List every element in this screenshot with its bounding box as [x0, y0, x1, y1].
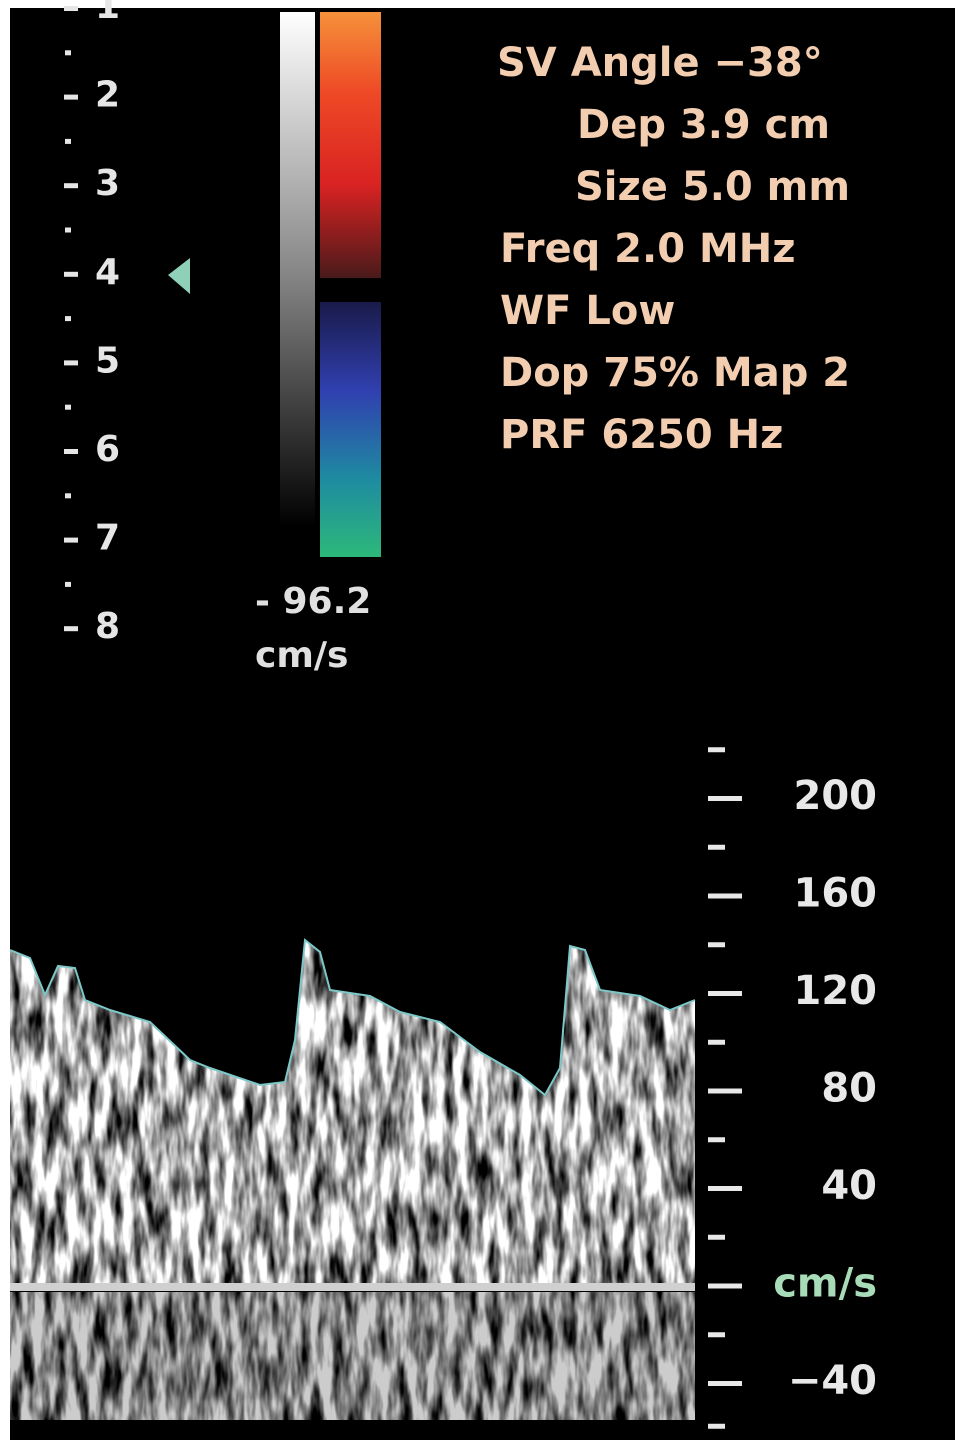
depth-label: 8 — [95, 606, 120, 647]
depth-minor-tick — [65, 50, 71, 56]
parameter-line: WF Low — [500, 288, 675, 334]
velocity-minor-tick — [708, 1332, 725, 1338]
parameter-line: Freq 2.0 MHz — [500, 226, 796, 272]
velocity-tick — [708, 991, 742, 996]
parameters: SV Angle −38° Dep 3.9 cm Size 5.0 mm Freq 2… — [497, 40, 850, 458]
depth-minor-tick — [65, 581, 71, 587]
velocity-minor-tick — [708, 747, 725, 753]
color-bar-negative — [320, 302, 381, 557]
depth-label: 3 — [95, 163, 120, 204]
depth-minor-tick — [65, 227, 71, 233]
envelope-trace — [9, 938, 696, 1097]
depth-label: 4 — [95, 252, 120, 293]
velocity-tick — [708, 1088, 742, 1094]
parameter-line: Dop 75% Map 2 — [500, 350, 850, 396]
velocity-tick — [708, 796, 742, 801]
depth-minor-tick — [65, 493, 71, 499]
velocity-label: −40 — [788, 1358, 877, 1404]
depth-label: 7 — [95, 518, 120, 559]
velocity-minor-tick — [708, 1234, 725, 1240]
velocity-minor-tick — [708, 1137, 725, 1143]
depth-label: 5 — [95, 340, 120, 381]
depth-scale: 1 2 3 4 5 6 7 8 — [64, 0, 120, 647]
depth-tick — [64, 360, 78, 366]
depth-label: 6 — [95, 429, 120, 470]
velocity-unit: cm/s — [773, 1261, 877, 1307]
velocity-tick — [708, 893, 742, 899]
depth-tick — [64, 183, 78, 189]
velocity-label: 120 — [794, 968, 878, 1014]
velocity-label: 200 — [794, 773, 878, 819]
baseline — [10, 1283, 695, 1291]
parameter-line: SV Angle −38° — [497, 40, 823, 86]
parameter-line: Size 5.0 mm — [575, 164, 850, 210]
parameter-line: Dep 3.9 cm — [577, 102, 830, 148]
depth-tick — [64, 94, 78, 100]
color-bar-velocity: - 96.2 — [255, 581, 371, 622]
velocity-label: 80 — [821, 1066, 877, 1112]
depth-tick — [64, 626, 78, 632]
velocity-scale: 200 160 120 80 40 cm/s −40 — [708, 747, 877, 1429]
depth-tick — [64, 537, 78, 543]
velocity-minor-tick — [708, 844, 725, 850]
depth-tick — [64, 449, 78, 454]
velocity-tick — [708, 1381, 742, 1386]
depth-label: 1 — [95, 0, 120, 27]
velocity-minor-tick — [708, 942, 725, 948]
color-bar-positive — [320, 12, 381, 278]
velocity-minor-tick — [708, 1423, 725, 1429]
sample-volume-marker — [168, 258, 190, 294]
depth-minor-tick — [65, 316, 71, 322]
depth-minor-tick — [65, 138, 71, 144]
velocity-label: 40 — [821, 1163, 877, 1209]
color-bar-unit: cm/s — [255, 635, 348, 676]
velocity-tick — [708, 1283, 742, 1289]
parameter-line: PRF 6250 Hz — [500, 412, 783, 458]
velocity-minor-tick — [708, 1039, 725, 1045]
grayscale-bar — [280, 12, 315, 527]
depth-minor-tick — [65, 404, 71, 410]
depth-label: 2 — [95, 75, 120, 116]
spectrum-below-baseline — [10, 1292, 695, 1420]
velocity-label: 160 — [794, 871, 878, 917]
depth-tick — [64, 6, 78, 11]
velocity-tick — [708, 1186, 742, 1191]
depth-tick — [64, 271, 78, 277]
